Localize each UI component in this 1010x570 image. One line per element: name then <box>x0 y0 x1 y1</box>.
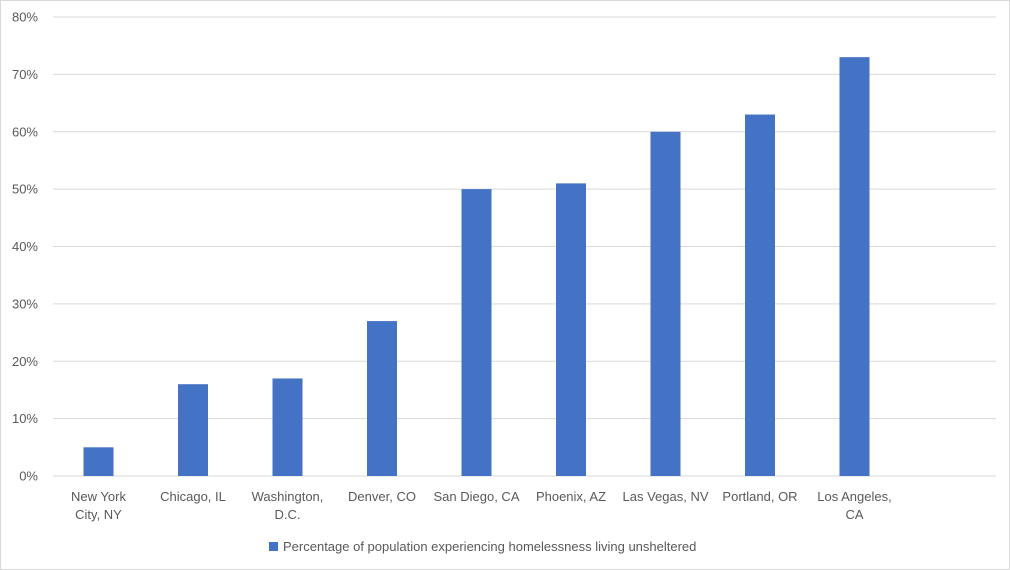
x-category-label: Washington, D.C. <box>252 489 324 522</box>
x-category-label: Las Vegas, NV <box>623 489 709 504</box>
x-category-label: Portland, OR <box>722 489 797 504</box>
bar <box>650 131 681 476</box>
y-tick-label: 80% <box>12 10 38 25</box>
bar <box>178 384 208 476</box>
bar <box>461 189 492 476</box>
bar <box>556 183 586 476</box>
bar <box>272 378 303 476</box>
legend-label: Percentage of population experiencing ho… <box>283 539 696 554</box>
x-category-label: Los Angeles, CA <box>817 489 891 522</box>
bar <box>83 447 114 476</box>
y-tick-label: 60% <box>12 124 38 139</box>
x-category-label: San Diego, CA <box>434 489 520 504</box>
y-tick-label: 20% <box>12 354 38 369</box>
x-category-label: Denver, CO <box>348 489 416 504</box>
x-category-label: Phoenix, AZ <box>536 489 606 504</box>
bar <box>745 114 775 476</box>
y-tick-label: 10% <box>12 411 38 426</box>
y-tick-label: 40% <box>12 239 38 254</box>
x-category-label: New York City, NY <box>71 489 126 522</box>
x-category-label: Chicago, IL <box>160 489 226 504</box>
y-tick-label: 50% <box>12 182 38 197</box>
y-tick-label: 30% <box>12 296 38 311</box>
legend-swatch <box>269 542 278 551</box>
bar <box>839 57 870 476</box>
y-tick-label: 0% <box>19 469 38 484</box>
y-tick-label: 70% <box>12 67 38 82</box>
bar <box>367 321 397 476</box>
